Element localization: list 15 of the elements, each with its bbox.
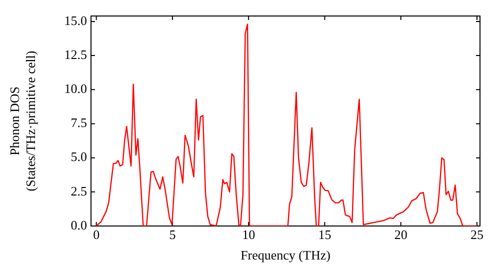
- y-tick-label: 7.5: [70, 115, 87, 130]
- x-tick-label: 10: [242, 227, 256, 242]
- y-axis-title: Phonon DOS (States/THz·primitive cell): [7, 50, 38, 192]
- x-tick-label: 15: [318, 227, 332, 242]
- x-tick-label: 0: [93, 227, 100, 242]
- y-tick-label: 10.0: [64, 81, 87, 96]
- y-tick-label: 0.0: [70, 217, 87, 232]
- x-tick-label: 25: [470, 227, 484, 242]
- x-tick-label: 5: [169, 227, 176, 242]
- x-axis-title: Frequency (THz): [240, 248, 330, 263]
- y-tick-label: 12.5: [64, 46, 87, 62]
- y-tick-label: 5.0: [70, 149, 87, 164]
- y-tick-label: 2.5: [70, 183, 87, 198]
- y-tick-label: 15.0: [64, 12, 87, 28]
- x-tick-label: 20: [394, 227, 408, 242]
